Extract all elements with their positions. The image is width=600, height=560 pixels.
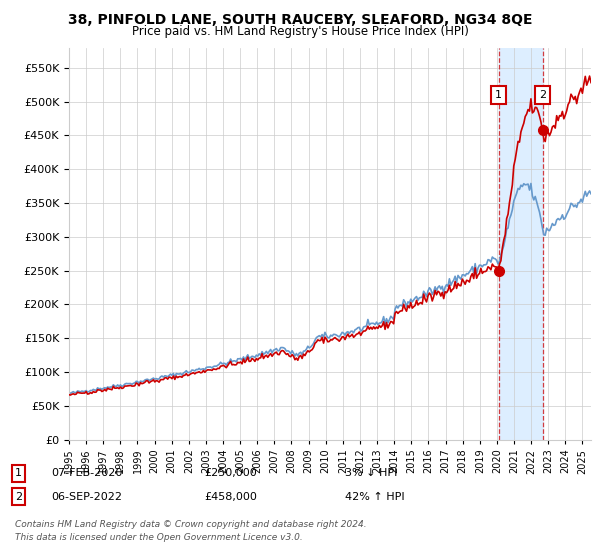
Text: 38, PINFOLD LANE, SOUTH RAUCEBY, SLEAFORD, NG34 8QE: 38, PINFOLD LANE, SOUTH RAUCEBY, SLEAFOR… xyxy=(68,13,532,27)
Text: 42% ↑ HPI: 42% ↑ HPI xyxy=(345,492,404,502)
Text: £250,000: £250,000 xyxy=(204,468,257,478)
Text: 07-FEB-2020: 07-FEB-2020 xyxy=(51,468,122,478)
Text: 2: 2 xyxy=(15,492,22,502)
Text: This data is licensed under the Open Government Licence v3.0.: This data is licensed under the Open Gov… xyxy=(15,533,303,542)
Text: Contains HM Land Registry data © Crown copyright and database right 2024.: Contains HM Land Registry data © Crown c… xyxy=(15,520,367,529)
Text: 1: 1 xyxy=(495,90,502,100)
Text: 1: 1 xyxy=(15,468,22,478)
Text: Price paid vs. HM Land Registry's House Price Index (HPI): Price paid vs. HM Land Registry's House … xyxy=(131,25,469,38)
Bar xyxy=(499,48,543,440)
Text: 3% ↓ HPI: 3% ↓ HPI xyxy=(345,468,397,478)
Text: 2: 2 xyxy=(539,90,546,100)
Text: 06-SEP-2022: 06-SEP-2022 xyxy=(51,492,122,502)
Text: £458,000: £458,000 xyxy=(204,492,257,502)
